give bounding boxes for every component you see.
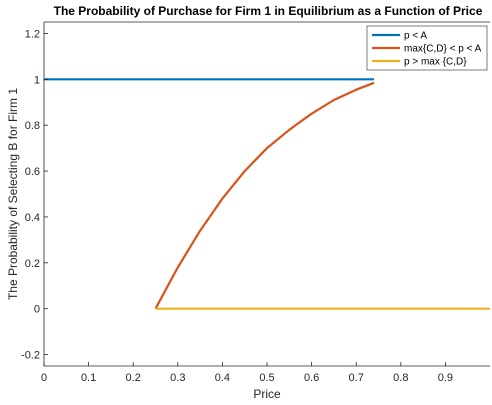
y-tick-label: 0.8 xyxy=(25,120,40,132)
x-tick-label: 0.9 xyxy=(438,372,453,384)
chart-title: The Probability of Purchase for Firm 1 i… xyxy=(54,4,483,18)
y-tick-label: -0.2 xyxy=(21,350,40,362)
plot-area xyxy=(44,22,490,366)
legend-label-2: max{C,D} < p < A xyxy=(404,44,482,55)
y-axis-label: The Probability of Selecting B for Firm … xyxy=(6,88,20,300)
plot-series xyxy=(44,78,490,310)
series-line-2 xyxy=(154,81,375,310)
axes-box xyxy=(43,21,490,367)
x-tick-label: 0.8 xyxy=(393,372,408,384)
x-tick-label: 0.7 xyxy=(349,372,364,384)
y-axis: -0.2 0 0.2 0.4 0.6 0.8 1 1.2 xyxy=(21,28,48,362)
y-tick-label: 0.4 xyxy=(25,212,40,224)
x-tick-label: 0.4 xyxy=(215,372,230,384)
y-tick-label: 0.6 xyxy=(25,166,40,178)
x-axis-label: Price xyxy=(253,387,281,401)
y-tick-label: 1.2 xyxy=(25,28,40,40)
x-tick-label: 0.6 xyxy=(304,372,319,384)
x-tick-label: 0.1 xyxy=(81,372,96,384)
x-axis: 0 0.1 0.2 0.3 0.4 0.5 0.6 0.7 0.8 0.9 xyxy=(41,362,453,384)
legend: p < A max{C,D} < p < A p > max {C,D} xyxy=(366,25,488,71)
y-tick-label: 0 xyxy=(34,304,40,316)
legend-label-1: p < A xyxy=(404,31,427,42)
y-tick-label: 1 xyxy=(34,74,40,86)
x-tick-label: 0.3 xyxy=(170,372,185,384)
legend-label-3: p > max {C,D} xyxy=(404,57,467,68)
x-tick-label: 0.2 xyxy=(126,372,141,384)
y-tick-label: 0.2 xyxy=(25,258,40,270)
x-tick-label: 0.5 xyxy=(259,372,274,384)
x-tick-label: 0 xyxy=(41,372,47,384)
